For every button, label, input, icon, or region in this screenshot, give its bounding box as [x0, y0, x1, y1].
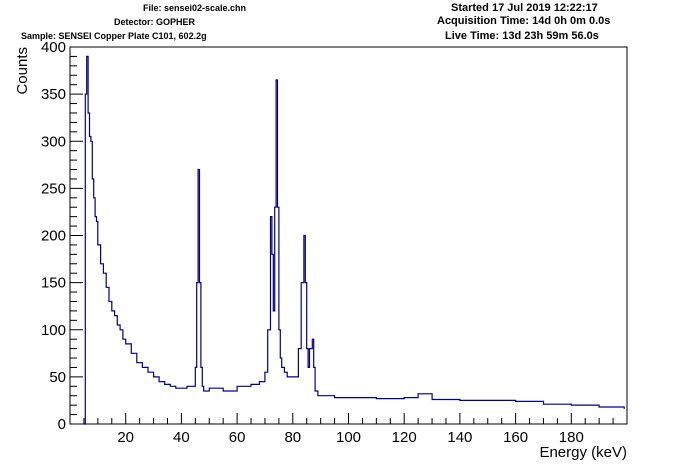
live-time-label: Live Time: 13d 23h 59m 56.0s — [445, 30, 599, 42]
file-label: File: sensei02-scale.chn — [143, 3, 247, 13]
x-tick-label: 100 — [336, 429, 361, 446]
y-tick-label: 300 — [41, 133, 66, 150]
y-tick-label: 100 — [41, 322, 66, 339]
y-tick-label: 0 — [58, 416, 66, 433]
y-axis: 0 50 100 150 200 250 300 350 400 — [41, 39, 83, 433]
x-tick-label: 60 — [229, 429, 246, 446]
acquisition-time-label: Acquisition Time: 14d 0h 0m 0.0s — [437, 15, 611, 27]
x-tick-label: 40 — [173, 429, 190, 446]
detector-label: Detector: GOPHER — [114, 17, 196, 27]
x-axis-title: Energy (keV) — [539, 444, 627, 461]
x-axis: 20 40 60 80 100 120 140 160 180 — [83, 413, 614, 446]
x-tick-label: 120 — [392, 429, 417, 446]
x-tick-label: 180 — [559, 429, 584, 446]
y-tick-label: 400 — [41, 39, 66, 56]
x-tick-label: 140 — [447, 429, 472, 446]
y-axis-title: Counts — [14, 47, 31, 95]
started-label: Started 17 Jul 2019 12:22:17 — [451, 2, 598, 14]
y-tick-label: 250 — [41, 180, 66, 197]
y-tick-label: 200 — [41, 228, 66, 245]
x-tick-label: 160 — [503, 429, 528, 446]
y-tick-label: 150 — [41, 275, 66, 292]
sample-label: Sample: SENSEI Copper Plate C101, 602.2g — [21, 31, 207, 41]
plot-frame — [69, 46, 628, 425]
y-tick-label: 50 — [49, 369, 66, 386]
spectrum-line — [83, 55, 625, 425]
x-tick-label: 80 — [284, 429, 301, 446]
y-tick-label: 350 — [41, 86, 66, 103]
x-tick-label: 20 — [117, 429, 134, 446]
